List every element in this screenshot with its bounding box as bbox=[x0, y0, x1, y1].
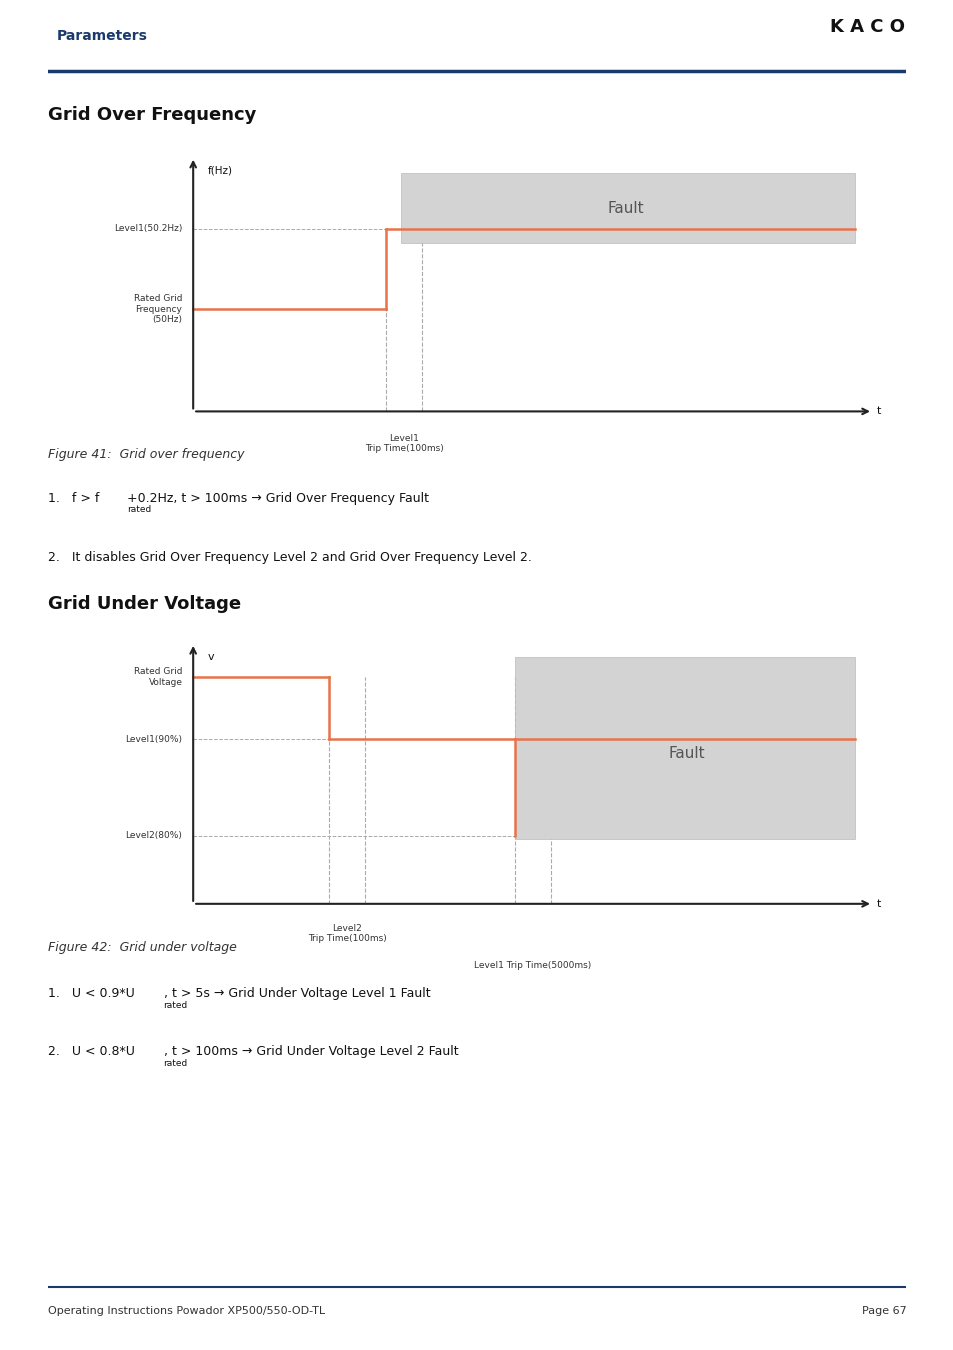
Text: , t > 100ms → Grid Under Voltage Level 2 Fault: , t > 100ms → Grid Under Voltage Level 2… bbox=[164, 1045, 457, 1058]
Text: Grid Over Frequency: Grid Over Frequency bbox=[48, 105, 255, 124]
Text: Level1
Trip Time(100ms): Level1 Trip Time(100ms) bbox=[364, 433, 443, 454]
Text: 2.   U < 0.8*U: 2. U < 0.8*U bbox=[48, 1045, 134, 1058]
Bar bbox=[400, 173, 854, 243]
Text: Rated Grid
Voltage: Rated Grid Voltage bbox=[133, 667, 182, 687]
Text: Level2
Trip Time(100ms): Level2 Trip Time(100ms) bbox=[307, 923, 386, 944]
Text: 1.   U < 0.9*U: 1. U < 0.9*U bbox=[48, 987, 134, 1000]
Text: Level1 Trip Time(5000ms): Level1 Trip Time(5000ms) bbox=[474, 961, 591, 969]
Bar bbox=[515, 657, 854, 838]
Text: Figure 41:  Grid over frequency: Figure 41: Grid over frequency bbox=[48, 448, 244, 462]
Text: Fault: Fault bbox=[607, 201, 643, 216]
Text: t: t bbox=[876, 899, 880, 909]
Text: Rated Grid
Frequency
(50Hz): Rated Grid Frequency (50Hz) bbox=[133, 294, 182, 324]
Text: 2.   It disables Grid Over Frequency Level 2 and Grid Over Frequency Level 2.: 2. It disables Grid Over Frequency Level… bbox=[48, 551, 531, 564]
Text: Figure 42:  Grid under voltage: Figure 42: Grid under voltage bbox=[48, 941, 236, 954]
Text: Level2(80%): Level2(80%) bbox=[126, 832, 182, 840]
Text: Operating Instructions Powador XP500/550-OD-TL: Operating Instructions Powador XP500/550… bbox=[48, 1305, 324, 1316]
Text: Parameters: Parameters bbox=[57, 30, 148, 43]
Text: K A C O: K A C O bbox=[829, 19, 904, 36]
Text: +0.2Hz, t > 100ms → Grid Over Frequency Fault: +0.2Hz, t > 100ms → Grid Over Frequency … bbox=[127, 491, 428, 505]
Text: rated: rated bbox=[127, 505, 151, 514]
Text: t: t bbox=[876, 406, 880, 416]
Text: f(Hz): f(Hz) bbox=[207, 165, 233, 176]
Text: Level1(90%): Level1(90%) bbox=[126, 734, 182, 744]
Text: 1.   f > f: 1. f > f bbox=[48, 491, 99, 505]
Text: v: v bbox=[207, 652, 213, 662]
Text: rated: rated bbox=[164, 1000, 188, 1010]
Text: Grid Under Voltage: Grid Under Voltage bbox=[48, 595, 240, 613]
Text: rated: rated bbox=[164, 1058, 188, 1068]
Text: Fault: Fault bbox=[668, 747, 704, 761]
Text: , t > 5s → Grid Under Voltage Level 1 Fault: , t > 5s → Grid Under Voltage Level 1 Fa… bbox=[164, 987, 430, 1000]
Text: Level1(50.2Hz): Level1(50.2Hz) bbox=[114, 224, 182, 234]
Text: Page 67: Page 67 bbox=[861, 1305, 905, 1316]
